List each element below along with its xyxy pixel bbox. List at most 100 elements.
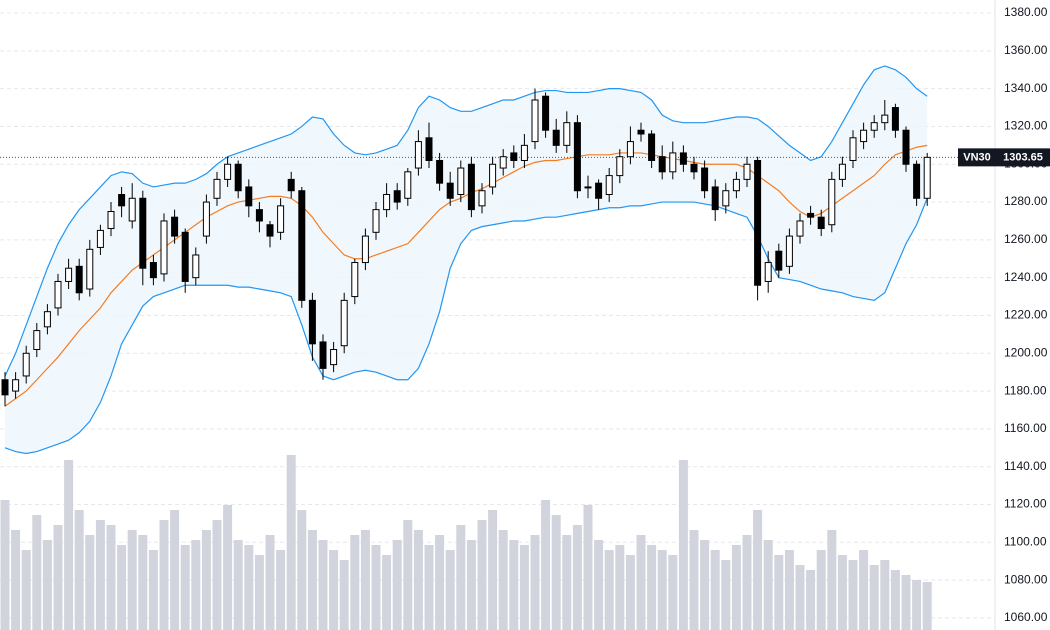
- candle-body: [563, 122, 571, 146]
- y-tick-label: 1120.00: [1004, 497, 1047, 511]
- candle-body: [160, 220, 168, 275]
- volume-bar: [859, 550, 869, 630]
- volume-bar: [329, 550, 339, 630]
- volume-bar: [106, 525, 116, 630]
- volume-bar: [541, 500, 551, 630]
- candle-body: [499, 156, 507, 169]
- volume-bar: [668, 555, 678, 630]
- volume-bar: [276, 550, 286, 630]
- candle-body: [33, 330, 41, 350]
- volume-bar: [912, 580, 922, 630]
- volume-bar: [42, 540, 52, 630]
- y-tick-label: 1320.00: [1004, 119, 1048, 133]
- volume-bar: [816, 550, 826, 630]
- volume-bar: [498, 530, 508, 630]
- candle-body: [1, 379, 9, 396]
- y-tick-label: 1180.00: [1004, 383, 1047, 397]
- lower-band: [4, 198, 928, 455]
- volume-bar: [795, 565, 805, 630]
- volume-bar: [456, 525, 466, 630]
- candle-body: [764, 262, 772, 282]
- volume-bar: [657, 550, 667, 630]
- candle-body: [383, 194, 391, 211]
- volume-bar: [837, 555, 847, 630]
- volume-bar: [223, 505, 233, 630]
- volume-bar: [594, 540, 604, 630]
- candle-body: [22, 352, 30, 377]
- candle-body: [722, 190, 730, 207]
- volume-bar: [350, 535, 360, 630]
- volume-bar: [424, 545, 434, 630]
- volume-bar: [827, 530, 837, 630]
- candle-body: [361, 235, 369, 264]
- volume-bar: [477, 520, 487, 630]
- y-tick-label: 1100.00: [1004, 534, 1047, 548]
- candle-body: [351, 262, 359, 298]
- candle-body: [478, 190, 486, 207]
- candle-body: [308, 299, 316, 345]
- volume-bar: [700, 540, 710, 630]
- volume-bar: [435, 535, 445, 630]
- candle-body: [277, 205, 285, 233]
- candle-body: [796, 220, 804, 237]
- candle-body: [54, 280, 62, 309]
- volume-bar: [117, 545, 127, 630]
- candle-body: [701, 167, 709, 192]
- volume-bar: [159, 520, 169, 630]
- volume-bar: [127, 530, 137, 630]
- candle-body: [224, 163, 232, 180]
- candle-body: [838, 163, 846, 180]
- volume-bar: [572, 525, 582, 630]
- volume-bar: [583, 505, 593, 630]
- candle-body: [785, 235, 793, 267]
- y-tick-label: 1360.00: [1004, 43, 1048, 57]
- volume-bar: [74, 510, 84, 630]
- candle-body: [807, 212, 815, 218]
- candle-body: [107, 211, 115, 230]
- y-tick-label: 1080.00: [1004, 572, 1048, 586]
- candle-body: [192, 254, 200, 279]
- candle-body: [75, 265, 83, 294]
- candle-body: [298, 190, 306, 301]
- candle-body: [340, 299, 348, 347]
- candle-body: [542, 95, 550, 131]
- candle-body: [393, 190, 401, 203]
- volume-bar: [636, 535, 646, 630]
- y-tick-label: 1380.00: [1004, 5, 1048, 19]
- price-label-bg: [996, 148, 1050, 167]
- candle-body: [711, 186, 719, 211]
- volume-bar: [562, 535, 572, 630]
- volume-bar: [721, 560, 731, 630]
- volume-bar: [297, 510, 307, 630]
- candle-body: [181, 231, 189, 282]
- candle-body: [669, 152, 677, 173]
- volume-bar: [360, 530, 370, 630]
- candle-body: [96, 229, 104, 248]
- volume-bar: [286, 455, 296, 630]
- volume-bar: [753, 510, 763, 630]
- candle-body: [860, 129, 868, 143]
- candle-body: [584, 186, 592, 189]
- volume-bar: [519, 545, 529, 630]
- volume-bar: [32, 515, 42, 630]
- volume-bar: [413, 530, 423, 630]
- candle-body: [319, 341, 327, 369]
- volume-bar: [488, 510, 498, 630]
- volume-bar: [21, 550, 31, 630]
- candle-body: [595, 182, 603, 199]
- volume-bar: [392, 540, 402, 630]
- volume-bar: [64, 460, 74, 630]
- candle-body: [732, 178, 740, 192]
- candle-body: [202, 201, 210, 237]
- candle-body: [605, 175, 613, 196]
- candle-body: [520, 144, 528, 161]
- candle-body: [266, 224, 274, 237]
- candle-body: [552, 129, 560, 146]
- candle-body: [12, 379, 20, 392]
- volume-bar: [763, 540, 773, 630]
- candle-body: [234, 163, 242, 192]
- volume-bar: [180, 545, 190, 630]
- candle-body: [616, 156, 624, 177]
- volume-bar: [191, 540, 201, 630]
- volume-bar: [85, 535, 95, 630]
